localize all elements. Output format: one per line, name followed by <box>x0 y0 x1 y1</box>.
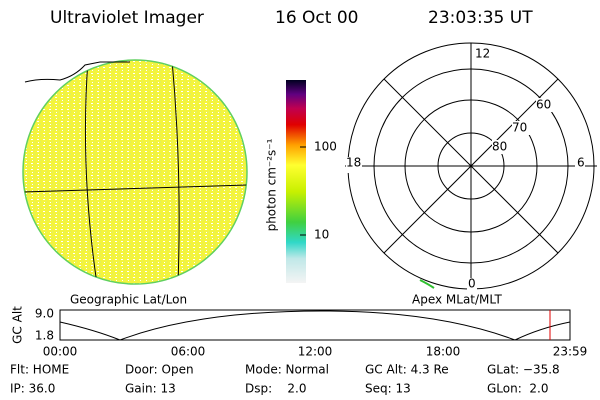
colorbar-tick: 100 <box>314 140 337 154</box>
time: 23:03:35 UT <box>428 8 533 28</box>
mlt-label: 12 <box>475 47 490 61</box>
lat-label: 70 <box>512 121 527 135</box>
info-field: GLon: 2.0 <box>487 382 548 396</box>
alt-xtick: 12:00 <box>298 345 333 359</box>
colorbar <box>286 80 306 283</box>
lat-label: 60 <box>536 98 551 112</box>
polar-grid <box>345 42 597 290</box>
info-field: IP: 36.0 <box>10 382 55 396</box>
info-field: GLat: −35.8 <box>487 363 560 377</box>
lat-label: 80 <box>492 140 507 154</box>
alt-xtick: 18:00 <box>426 345 461 359</box>
info-field: Seq: 13 <box>365 382 411 396</box>
title: Ultraviolet Imager <box>50 8 204 28</box>
alt-ytick: 1.8 <box>35 329 54 343</box>
info-field: Door: Open <box>125 363 194 377</box>
mlt-label: 6 <box>577 156 585 170</box>
alt-xtick: 00:00 <box>43 345 78 359</box>
altitude-plot <box>59 309 571 341</box>
panel-label: Apex MLat/MLT <box>412 293 502 307</box>
info-field: Mode: Normal <box>245 363 329 377</box>
info-field: GC Alt: 4.3 Re <box>365 363 449 377</box>
info-table: Flt: HOME Door: Open Mode: Normal GC Alt: 4… <box>10 363 560 396</box>
date: 16 Oct 00 <box>275 8 358 28</box>
mlt-label: 0 <box>468 277 476 291</box>
alt-xtick: 06:00 <box>171 345 206 359</box>
panel-label: Geographic Lat/Lon <box>70 293 187 307</box>
info-field: Flt: HOME <box>10 363 69 377</box>
earth-image <box>22 59 248 285</box>
mlt-label: 18 <box>346 156 361 170</box>
info-field: Dsp: 2.0 <box>245 382 307 396</box>
alt-xtick: 23:59 <box>553 345 588 359</box>
alt-ylabel: GC Alt <box>11 306 25 344</box>
colorbar-tick: 10 <box>314 228 329 242</box>
info-field: Gain: 13 <box>125 382 176 396</box>
colorbar-label: photon cm⁻²s⁻¹ <box>265 138 279 231</box>
alt-ytick: 9.0 <box>35 307 54 321</box>
